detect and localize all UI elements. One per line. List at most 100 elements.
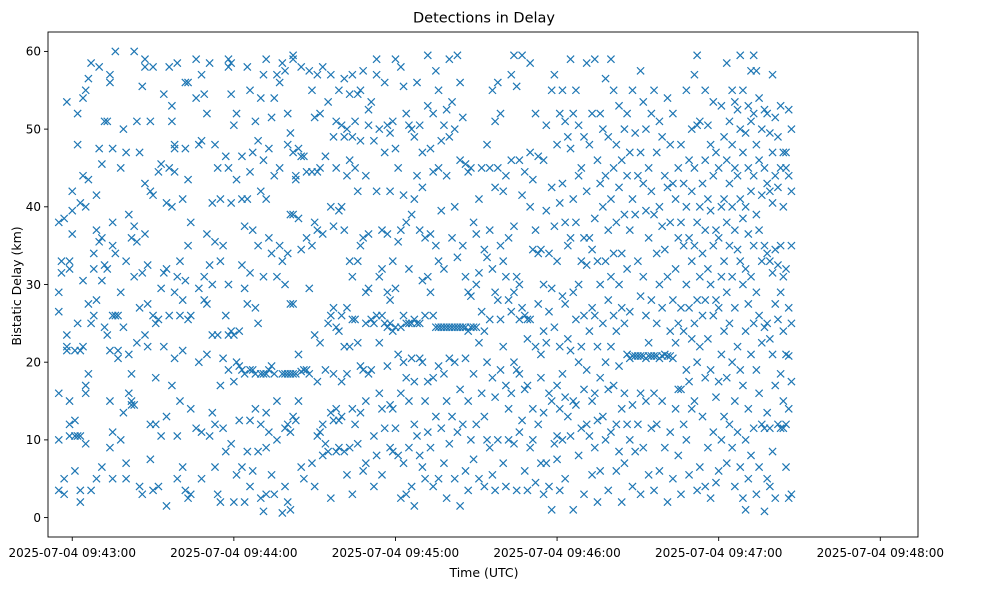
data-point: [450, 474, 459, 483]
data-point: [262, 369, 271, 378]
data-point: [305, 66, 314, 75]
data-point: [254, 136, 263, 145]
data-point: [361, 319, 370, 328]
data-point: [259, 70, 268, 79]
data-point: [593, 342, 602, 351]
data-point: [407, 354, 416, 363]
data-point: [728, 358, 737, 367]
data-point: [342, 125, 352, 134]
data-point: [720, 412, 729, 421]
data-point: [736, 125, 745, 134]
data-point: [243, 447, 252, 456]
data-point: [426, 229, 435, 239]
data-point: [480, 327, 489, 336]
data-point: [256, 94, 265, 103]
data-point: [542, 121, 551, 130]
data-point: [200, 296, 209, 305]
data-point: [547, 505, 556, 514]
data-point: [693, 486, 702, 495]
data-point: [178, 195, 187, 204]
data-point: [641, 206, 650, 215]
data-point: [588, 109, 597, 118]
data-point: [687, 404, 696, 413]
data-point: [383, 323, 392, 332]
data-point: [316, 163, 325, 172]
data-point: [496, 109, 505, 118]
data-point: [663, 94, 672, 103]
data-point: [477, 389, 486, 398]
data-point: [383, 229, 392, 239]
data-point: [434, 163, 443, 172]
data-point: [472, 420, 481, 429]
data-point: [558, 86, 567, 95]
data-point: [693, 218, 702, 227]
data-point: [116, 435, 125, 444]
data-point: [485, 226, 494, 235]
data-point: [359, 365, 368, 374]
data-point: [262, 195, 271, 204]
data-point: [456, 385, 465, 394]
data-point: [208, 408, 217, 417]
data-point: [197, 70, 206, 79]
data-point: [749, 171, 758, 180]
data-point: [119, 408, 128, 417]
data-point: [348, 404, 357, 413]
data-point: [695, 117, 704, 126]
data-point: [507, 307, 516, 316]
data-point: [248, 226, 257, 235]
data-point: [54, 288, 63, 297]
data-point: [547, 397, 556, 406]
y-tick-label: 50: [26, 122, 41, 136]
data-point: [528, 404, 537, 413]
data-point: [227, 327, 236, 336]
data-point: [763, 408, 772, 417]
data-point: [504, 296, 513, 305]
data-point: [356, 408, 365, 417]
data-point: [749, 109, 758, 118]
data-point: [593, 498, 602, 507]
data-point: [577, 424, 586, 433]
data-point: [130, 222, 139, 231]
data-point: [736, 257, 745, 266]
data-point: [375, 338, 384, 347]
data-point: [738, 86, 747, 95]
data-point: [623, 109, 632, 118]
data-point: [779, 397, 788, 406]
data-point: [286, 210, 295, 219]
data-point: [566, 233, 575, 242]
data-point: [410, 420, 419, 429]
data-point: [259, 156, 268, 165]
data-point: [765, 482, 774, 491]
data-point: [679, 179, 688, 188]
data-point: [227, 90, 236, 99]
data-point: [181, 276, 190, 285]
data-point: [267, 113, 276, 122]
data-point: [291, 369, 300, 378]
data-point: [289, 210, 298, 219]
data-point: [267, 249, 276, 258]
data-point: [550, 70, 559, 79]
data-point: [534, 152, 543, 161]
data-point: [558, 179, 567, 188]
data-point: [181, 78, 190, 87]
data-point: [272, 397, 281, 406]
data-point: [504, 233, 513, 242]
data-point: [412, 319, 422, 328]
data-point: [60, 490, 69, 499]
data-point: [555, 198, 564, 207]
data-point: [501, 381, 510, 390]
data-point: [372, 187, 381, 196]
data-point: [418, 276, 427, 285]
data-point: [108, 428, 117, 437]
data-point: [604, 385, 613, 394]
data-point: [711, 393, 721, 402]
data-point: [666, 428, 675, 437]
data-point: [197, 428, 206, 437]
data-point: [243, 62, 252, 71]
data-point: [216, 498, 225, 507]
data-point: [60, 214, 69, 223]
data-point: [728, 140, 737, 149]
data-point: [95, 144, 104, 153]
data-point: [184, 494, 193, 503]
data-point: [746, 350, 756, 359]
